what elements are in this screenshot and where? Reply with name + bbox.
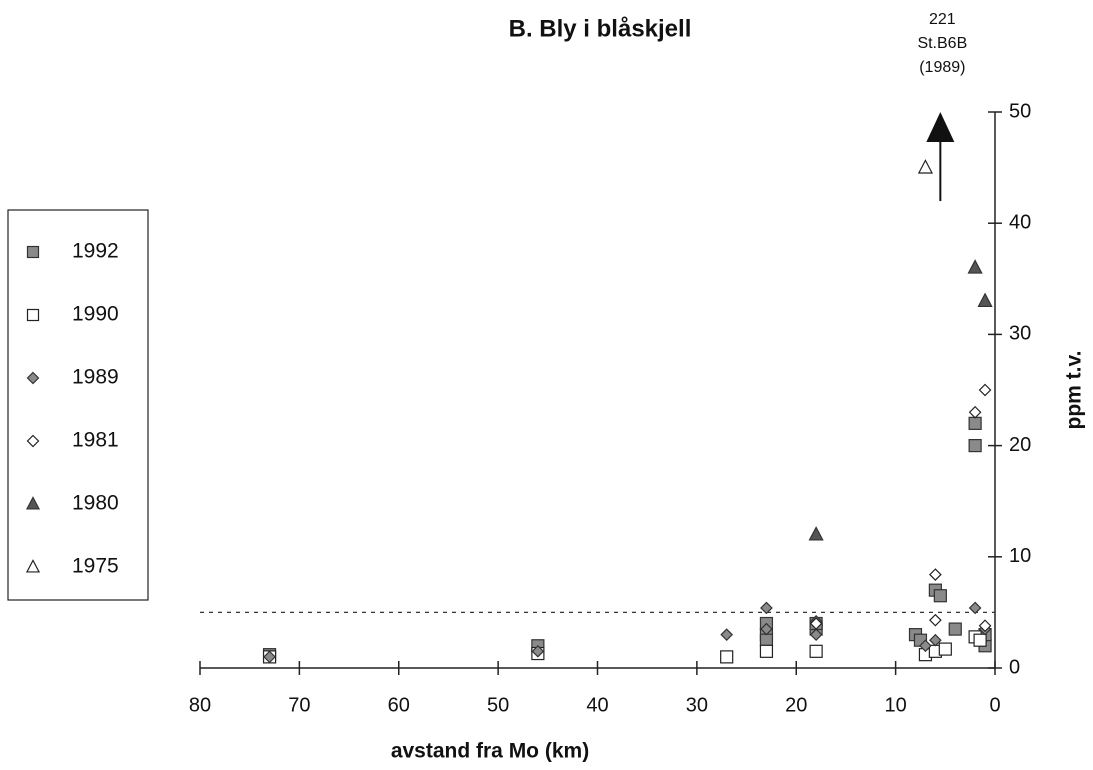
x-tick-label: 20 xyxy=(785,694,807,716)
point xyxy=(808,526,824,541)
y-axis-label: ppm t.v. xyxy=(1063,351,1086,430)
point xyxy=(919,639,932,653)
legend-label: 1975 xyxy=(72,555,119,578)
annotation-arrow-head xyxy=(926,112,955,142)
x-tick-label: 70 xyxy=(288,694,310,716)
point xyxy=(933,589,947,603)
legend-marker xyxy=(25,559,41,573)
y-tick-label: 40 xyxy=(1009,211,1031,233)
y-tick-label: 50 xyxy=(1009,100,1031,122)
point xyxy=(720,650,734,664)
x-tick-label: 0 xyxy=(989,694,1000,716)
x-tick-label: 40 xyxy=(586,694,608,716)
x-tick-label: 50 xyxy=(487,694,509,716)
annotation-text: St.B6B xyxy=(917,35,967,52)
legend-marker xyxy=(26,308,40,322)
point xyxy=(929,568,942,581)
point xyxy=(809,644,823,658)
x-tick-label: 80 xyxy=(189,694,211,716)
y-tick-label: 0 xyxy=(1009,656,1020,678)
legend-label: 1990 xyxy=(72,303,119,326)
point xyxy=(978,619,992,633)
point xyxy=(968,405,982,419)
point xyxy=(973,633,987,647)
chart-title: B. Bly i blåskjell xyxy=(509,15,692,42)
legend-label: 1981 xyxy=(72,429,119,452)
point xyxy=(948,622,962,636)
point xyxy=(968,416,982,430)
point xyxy=(929,633,942,647)
x-axis-label: avstand fra Mo (km) xyxy=(391,740,589,763)
y-tick-label: 10 xyxy=(1009,545,1031,567)
legend-label: 1992 xyxy=(72,240,119,263)
point xyxy=(263,650,276,664)
legend-marker xyxy=(26,371,40,385)
legend-box xyxy=(7,209,149,601)
point xyxy=(968,439,982,453)
x-tick-label: 10 xyxy=(885,694,907,716)
point xyxy=(809,617,823,630)
legend-marker xyxy=(25,496,41,510)
point xyxy=(938,642,952,656)
point xyxy=(967,259,983,274)
point xyxy=(760,601,773,615)
point xyxy=(531,644,545,658)
annotation-text: (1989) xyxy=(919,59,965,76)
legend-marker xyxy=(26,245,40,259)
point xyxy=(759,644,774,658)
legend-label: 1980 xyxy=(72,492,119,515)
point xyxy=(977,292,993,308)
legend-marker xyxy=(26,434,40,448)
point xyxy=(929,613,942,627)
point xyxy=(759,633,774,647)
point xyxy=(809,628,823,641)
point xyxy=(720,628,734,641)
y-tick-label: 30 xyxy=(1009,323,1031,345)
point xyxy=(917,159,934,174)
point xyxy=(978,383,992,397)
x-tick-label: 30 xyxy=(686,694,708,716)
x-tick-label: 60 xyxy=(388,694,410,716)
annotation-text: 221 xyxy=(929,11,956,28)
y-tick-label: 20 xyxy=(1009,434,1031,456)
point xyxy=(760,622,773,636)
legend-label: 1989 xyxy=(72,366,119,389)
point xyxy=(968,601,982,615)
